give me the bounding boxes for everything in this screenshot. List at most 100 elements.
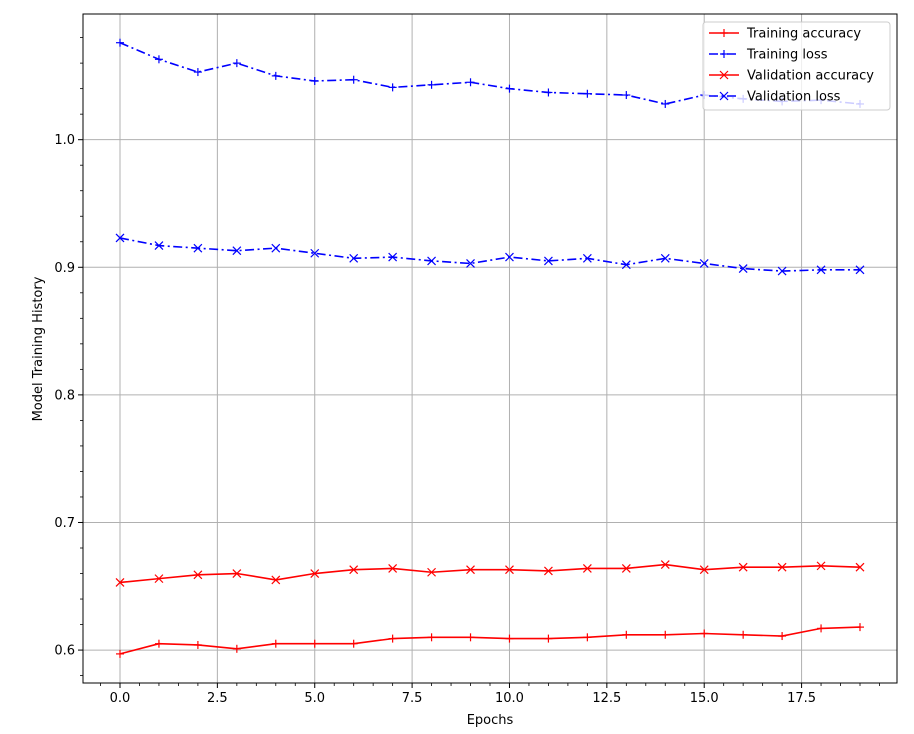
data-point (115, 233, 125, 243)
data-point (232, 644, 241, 653)
data-point (310, 639, 319, 648)
data-point (271, 575, 281, 585)
data-point (466, 78, 475, 87)
legend-entry: Training loss (709, 48, 828, 63)
y-tick-label: 0.8 (54, 388, 75, 403)
data-point (193, 68, 202, 77)
series-validation-accuracy (115, 560, 865, 587)
series-line (119, 626, 861, 655)
data-point (582, 253, 592, 263)
data-point (855, 265, 865, 275)
axis-ticks: 0.0 2.5 5.0 7.5 10.0 12.5 15.0 17.5 0.6 0.7 0.8 0.9… (54, 37, 880, 706)
data-point (816, 561, 826, 571)
series-line (119, 41, 861, 105)
x-axis-label: Epochs (467, 713, 514, 728)
x-tick-label: 10.0 (495, 691, 524, 706)
data-point (154, 574, 164, 584)
data-point (660, 560, 670, 570)
legend-label: Validation loss (747, 90, 841, 105)
data-point (271, 243, 281, 253)
data-point (115, 578, 125, 587)
data-point (738, 562, 748, 572)
data-point (232, 246, 242, 256)
y-axis-label: Model Training History (31, 276, 46, 421)
series-layer (115, 38, 865, 658)
legend-marker (719, 91, 729, 101)
data-point (310, 76, 319, 85)
data-point (621, 563, 631, 573)
data-point (388, 252, 398, 262)
x-tick-label: 12.5 (592, 691, 621, 706)
legend-marker (720, 50, 728, 58)
data-point (388, 83, 397, 92)
data-point (505, 565, 514, 575)
legend-label: Training accuracy (746, 27, 861, 42)
legend-marker (720, 29, 728, 37)
data-point (154, 241, 164, 251)
data-point (543, 566, 553, 576)
data-point (154, 55, 163, 64)
data-point (817, 624, 826, 633)
data-point (661, 99, 670, 108)
data-point (622, 91, 631, 100)
data-point (193, 243, 203, 253)
y-tick-label: 0.6 (54, 644, 75, 659)
legend-label: Validation accuracy (747, 69, 874, 84)
data-point (427, 80, 436, 89)
data-point (544, 88, 553, 97)
y-tick-label: 1.0 (54, 133, 75, 148)
legend-marker (719, 70, 729, 80)
data-point (816, 265, 826, 275)
data-point (271, 639, 280, 648)
data-point (349, 253, 359, 263)
x-tick-label: 15.0 (690, 691, 719, 706)
data-point (427, 633, 436, 642)
x-tick-label: 5.0 (304, 691, 325, 706)
data-point (505, 634, 514, 643)
data-point (349, 565, 359, 575)
data-point (661, 630, 670, 639)
data-point (232, 59, 241, 68)
data-point (505, 84, 514, 93)
data-point (544, 634, 553, 643)
legend-entry: Validation accuracy (709, 69, 874, 84)
data-point (622, 630, 631, 639)
x-tick-label: 2.5 (207, 691, 228, 706)
legend-entry: Training accuracy (709, 27, 861, 42)
data-point (660, 253, 670, 263)
data-point (699, 565, 709, 575)
data-point (349, 639, 358, 648)
data-point (583, 633, 592, 642)
data-point (116, 649, 124, 658)
data-point (349, 75, 358, 84)
legend-label: Training loss (746, 48, 828, 63)
data-point (271, 71, 280, 80)
data-point (700, 629, 709, 638)
data-point (388, 634, 397, 643)
data-point (388, 563, 398, 573)
data-point (778, 632, 787, 641)
data-point (232, 569, 242, 578)
y-tick-label: 0.7 (54, 516, 75, 531)
data-point (582, 563, 592, 573)
data-point (855, 562, 865, 572)
data-point (466, 633, 475, 642)
data-point (777, 562, 787, 572)
y-tick-label: 0.9 (54, 261, 75, 276)
grid-lines (83, 14, 897, 683)
data-point (699, 259, 709, 268)
data-point (505, 252, 514, 262)
x-tick-label: 0.0 (110, 691, 131, 706)
data-point (116, 38, 124, 47)
series-line (119, 563, 861, 584)
plot-background (83, 14, 897, 683)
x-tick-label: 17.5 (787, 691, 816, 706)
data-point (738, 264, 748, 273)
data-point (427, 567, 437, 577)
legend: Training accuracy Training loss Validation… (702, 21, 891, 111)
series-training-accuracy (116, 623, 864, 658)
series-validation-loss (115, 233, 865, 276)
data-point (466, 565, 475, 575)
data-point (193, 570, 203, 580)
